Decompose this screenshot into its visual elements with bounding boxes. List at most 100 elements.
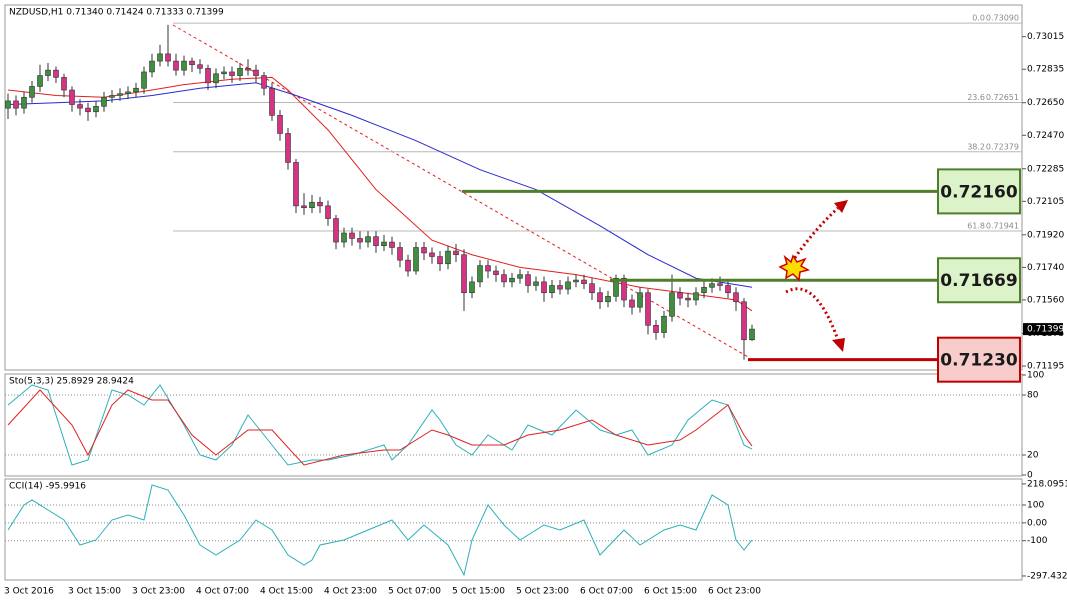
cci-title: CCI(14) -95.9916: [9, 482, 86, 492]
candle-body: [453, 250, 459, 256]
candle-body: [5, 100, 11, 109]
candle-body: [325, 205, 331, 219]
current-price-label: 0.71399: [1027, 325, 1064, 335]
indicator-line: [7, 389, 753, 466]
candle-body: [117, 93, 123, 96]
candle-body: [213, 73, 219, 84]
down-arrow: [785, 287, 840, 341]
candle-body: [493, 270, 499, 275]
y-tick-label: 0.72835: [1027, 65, 1064, 75]
x-tick-label: 4 Oct 15:00: [260, 587, 313, 597]
candle-body: [701, 287, 707, 294]
fib-price: 0.72379: [986, 142, 1019, 151]
candle-body: [741, 301, 747, 341]
candle-body: [501, 274, 507, 283]
y-tick-label: 100: [1027, 501, 1044, 511]
y-tick-label: 218.0951: [1027, 479, 1067, 489]
candle-body: [397, 247, 403, 261]
candle-body: [197, 64, 203, 69]
candle-body: [85, 107, 91, 113]
candle-body: [373, 236, 379, 246]
candle-body: [53, 69, 59, 78]
candle-body: [661, 315, 667, 333]
candle-body: [565, 281, 571, 290]
fib-level: 23.6: [967, 93, 985, 102]
candle-body: [653, 325, 659, 333]
fib-level: 61.8: [967, 222, 985, 231]
candle-body: [125, 91, 131, 94]
candle-body: [445, 250, 451, 265]
candle-body: [101, 96, 107, 107]
candle-body: [541, 281, 547, 294]
candle-body: [597, 292, 603, 303]
candle-body: [37, 75, 43, 87]
candle-body: [277, 115, 283, 134]
candle-body: [141, 71, 147, 89]
level-label: 0.71669: [940, 271, 1017, 291]
fib-level: 0.0: [972, 14, 985, 23]
candle-body: [645, 292, 651, 326]
candle-body: [149, 60, 155, 73]
x-tick-label: 5 Oct 23:00: [516, 587, 569, 597]
x-tick-label: 6 Oct 15:00: [644, 587, 697, 597]
candle-body: [157, 53, 163, 62]
up-arrow-head: [834, 200, 848, 213]
candle-body: [525, 274, 531, 286]
x-tick-label: 5 Oct 15:00: [452, 587, 505, 597]
candle-body: [309, 201, 315, 208]
candle-body: [173, 60, 179, 71]
up-arrow: [790, 206, 840, 263]
x-tick-label: 5 Oct 07:00: [388, 587, 441, 597]
y-tick-label: 0.73015: [1027, 32, 1064, 42]
candle-body: [69, 89, 75, 105]
candle-body: [301, 205, 307, 208]
candle-body: [45, 69, 51, 76]
candle-body: [613, 277, 619, 297]
candle-body: [133, 87, 139, 93]
candle-body: [533, 281, 539, 286]
candle-body: [589, 283, 595, 294]
candle-body: [357, 238, 363, 243]
stochastic-panel: [4, 373, 1023, 477]
y-tick-label: 0.71560: [1027, 295, 1064, 305]
current-price-box: [1023, 323, 1063, 336]
candle-body: [269, 87, 275, 116]
y-tick-label: 0.72285: [1027, 164, 1064, 174]
candle-body: [77, 104, 83, 109]
candle-body: [389, 241, 395, 248]
candle-body: [709, 283, 715, 288]
candle-body: [669, 292, 675, 317]
candle-body: [477, 265, 483, 283]
stochastic-title: Sto(5,3,3) 25.8929 28.9424: [9, 377, 134, 387]
candle-body: [261, 75, 267, 89]
level-label: 0.71230: [940, 351, 1018, 371]
y-tick-label: 0.72650: [1027, 98, 1064, 108]
candle-body: [21, 96, 27, 109]
y-tick-label: -297.4323: [1027, 571, 1067, 581]
candle-body: [725, 285, 731, 294]
candle-body: [637, 292, 643, 308]
candle-body: [109, 95, 115, 98]
y-tick-label: 0.72470: [1027, 131, 1064, 141]
candle-body: [733, 292, 739, 303]
x-tick-label: 6 Oct 07:00: [580, 587, 633, 597]
candle-body: [285, 133, 291, 163]
chart-title: NZDUSD,H1 0.71340 0.71424 0.71333 0.7139…: [9, 8, 224, 18]
candle-body: [749, 328, 755, 341]
candle-body: [677, 292, 683, 299]
candle-body: [517, 274, 523, 279]
fib-price: 0.72651: [986, 93, 1019, 102]
candle-body: [509, 277, 515, 283]
candle-body: [349, 232, 355, 239]
y-tick-label: 0.71195: [1027, 362, 1064, 372]
candle-body: [629, 299, 635, 308]
candle-body: [189, 60, 195, 66]
candle-body: [381, 241, 387, 246]
x-tick-label: 6 Oct 23:00: [708, 587, 761, 597]
candle-body: [93, 106, 99, 113]
candle-body: [333, 218, 339, 243]
candle-body: [549, 285, 555, 294]
candle-body: [13, 100, 19, 109]
candle-body: [341, 232, 347, 243]
y-tick-label: 0.00: [1027, 518, 1047, 528]
